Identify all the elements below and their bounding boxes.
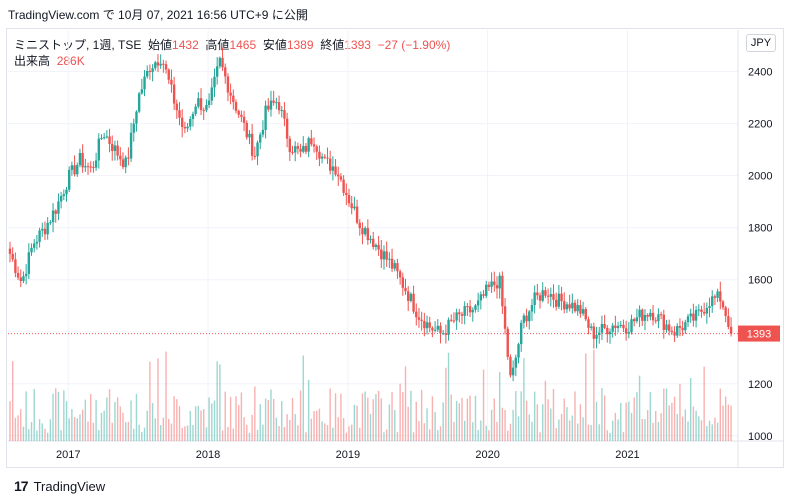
open-value: 1432 — [172, 38, 199, 52]
change-value: −27 (−1.90%) — [377, 38, 451, 52]
close-label: 終値 — [320, 38, 345, 52]
chart-frame[interactable] — [6, 28, 784, 468]
low-value: 1389 — [286, 38, 314, 52]
symbol-label: ミニストップ, 1週, TSE — [14, 38, 142, 52]
tradingview-logo-icon: 17 — [14, 478, 29, 494]
published-line: TradingView.com で 10月 07, 2021 16:56 UTC… — [8, 8, 308, 22]
high-label: 高値 — [205, 38, 230, 52]
ohlc-legend: ミニストップ, 1週, TSE 始値1432 高値1465 安値1389 終値1… — [14, 36, 450, 53]
close-value: 1393 — [344, 38, 371, 52]
low-label: 安値 — [262, 38, 287, 52]
volume-legend: 出来高 286K — [14, 52, 85, 69]
high-value: 1465 — [229, 38, 257, 52]
open-label: 始値 — [148, 38, 173, 52]
footer-brand: 17 TradingView — [14, 478, 105, 494]
brand-name: TradingView — [33, 478, 106, 494]
volume-label: 出来高 — [14, 54, 51, 68]
currency-button[interactable]: JPY — [746, 34, 776, 52]
volume-value: 286K — [56, 54, 85, 68]
